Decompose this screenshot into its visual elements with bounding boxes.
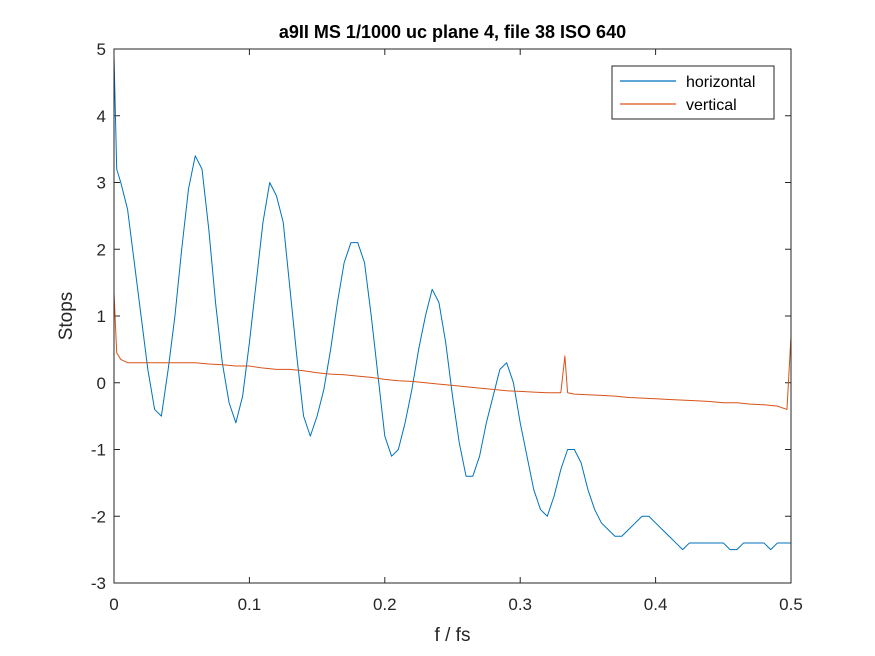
y-tick-label: -1	[91, 441, 106, 460]
legend: horizontal vertical	[611, 65, 775, 120]
tick-labels-layer: 0 0.1 0.2 0.3 0.4 0.5 -3 -2 -1 0 1 2 3 4 5	[91, 40, 803, 614]
legend-label-vertical: vertical	[686, 97, 737, 114]
x-tick-label: 0.1	[238, 595, 262, 614]
y-tick-label: 2	[97, 240, 106, 259]
x-axis-label: f / fs	[435, 625, 471, 646]
y-tick-label: -3	[91, 574, 106, 593]
series-line-horizontal	[113, 55, 791, 551]
y-tick-label: 4	[97, 107, 106, 126]
x-tick-label: 0	[109, 595, 118, 614]
y-tick-label: 0	[97, 374, 106, 393]
legend-label-horizontal: horizontal	[686, 74, 755, 91]
y-tick-label: 3	[97, 174, 106, 193]
y-tick-label: -2	[91, 507, 106, 526]
y-tick-label: 5	[97, 40, 106, 59]
y-tick-label: 1	[97, 307, 106, 326]
x-tick-label: 0.2	[373, 595, 397, 614]
axes-box	[113, 48, 792, 584]
series-line-vertical	[113, 292, 792, 410]
chart-title: a9II MS 1/1000 uc plane 4, file 38 ISO 6…	[279, 22, 626, 42]
x-tick-label: 0.3	[508, 595, 532, 614]
plot-area	[114, 49, 791, 583]
series-layer	[113, 55, 792, 551]
x-tick-label: 0.5	[779, 595, 803, 614]
x-tick-label: 0.4	[644, 595, 668, 614]
legend-box	[611, 65, 775, 120]
y-axis-label: Stops	[56, 292, 77, 341]
